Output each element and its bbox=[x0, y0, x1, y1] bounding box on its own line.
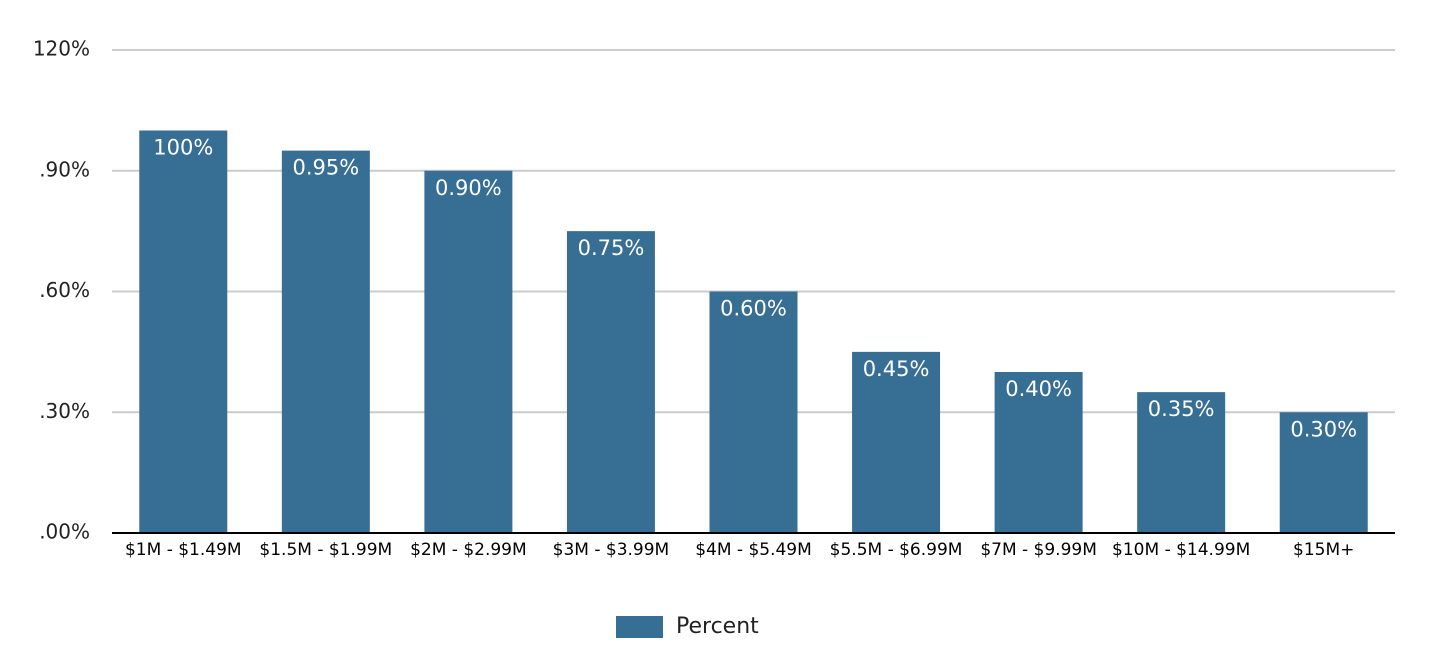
y-tick-label: .60% bbox=[39, 278, 90, 302]
bar bbox=[281, 150, 370, 533]
bar bbox=[852, 351, 941, 533]
bar bbox=[139, 130, 228, 533]
x-tick-label: $5.5M - $6.99M bbox=[830, 540, 963, 560]
x-tick-label: $15M+ bbox=[1293, 540, 1354, 560]
value-label: 0.30% bbox=[1290, 417, 1357, 441]
x-tick-label: $2M - $2.99M bbox=[410, 540, 527, 560]
y-tick-label: 120% bbox=[33, 37, 90, 61]
bar bbox=[1279, 412, 1368, 533]
x-tick-label: $1M - $1.49M bbox=[125, 540, 242, 560]
x-tick-label: $1.5M - $1.99M bbox=[259, 540, 392, 560]
bar bbox=[709, 291, 798, 533]
value-label: 0.90% bbox=[435, 176, 502, 200]
value-label: 100% bbox=[153, 136, 213, 160]
value-label: 0.95% bbox=[292, 156, 359, 180]
value-label: 0.35% bbox=[1148, 397, 1215, 421]
legend-label: Percent bbox=[676, 614, 759, 639]
value-label: 0.75% bbox=[578, 236, 645, 260]
bar bbox=[1137, 392, 1226, 533]
bar bbox=[566, 231, 655, 533]
value-label: 0.40% bbox=[1005, 377, 1072, 401]
legend-swatch bbox=[616, 616, 663, 638]
bar bbox=[424, 170, 513, 533]
value-label: 0.45% bbox=[863, 357, 930, 381]
x-tick-label: $4M - $5.49M bbox=[695, 540, 812, 560]
x-tick-label: $10M - $14.99M bbox=[1112, 540, 1250, 560]
y-tick-label: .30% bbox=[39, 399, 90, 423]
y-tick-label: .90% bbox=[39, 157, 90, 181]
value-label: 0.60% bbox=[720, 297, 787, 321]
x-tick-label: $3M - $3.99M bbox=[553, 540, 670, 560]
bar bbox=[994, 372, 1083, 533]
x-tick-label: $7M - $9.99M bbox=[980, 540, 1097, 560]
y-tick-label: .00% bbox=[39, 520, 90, 544]
